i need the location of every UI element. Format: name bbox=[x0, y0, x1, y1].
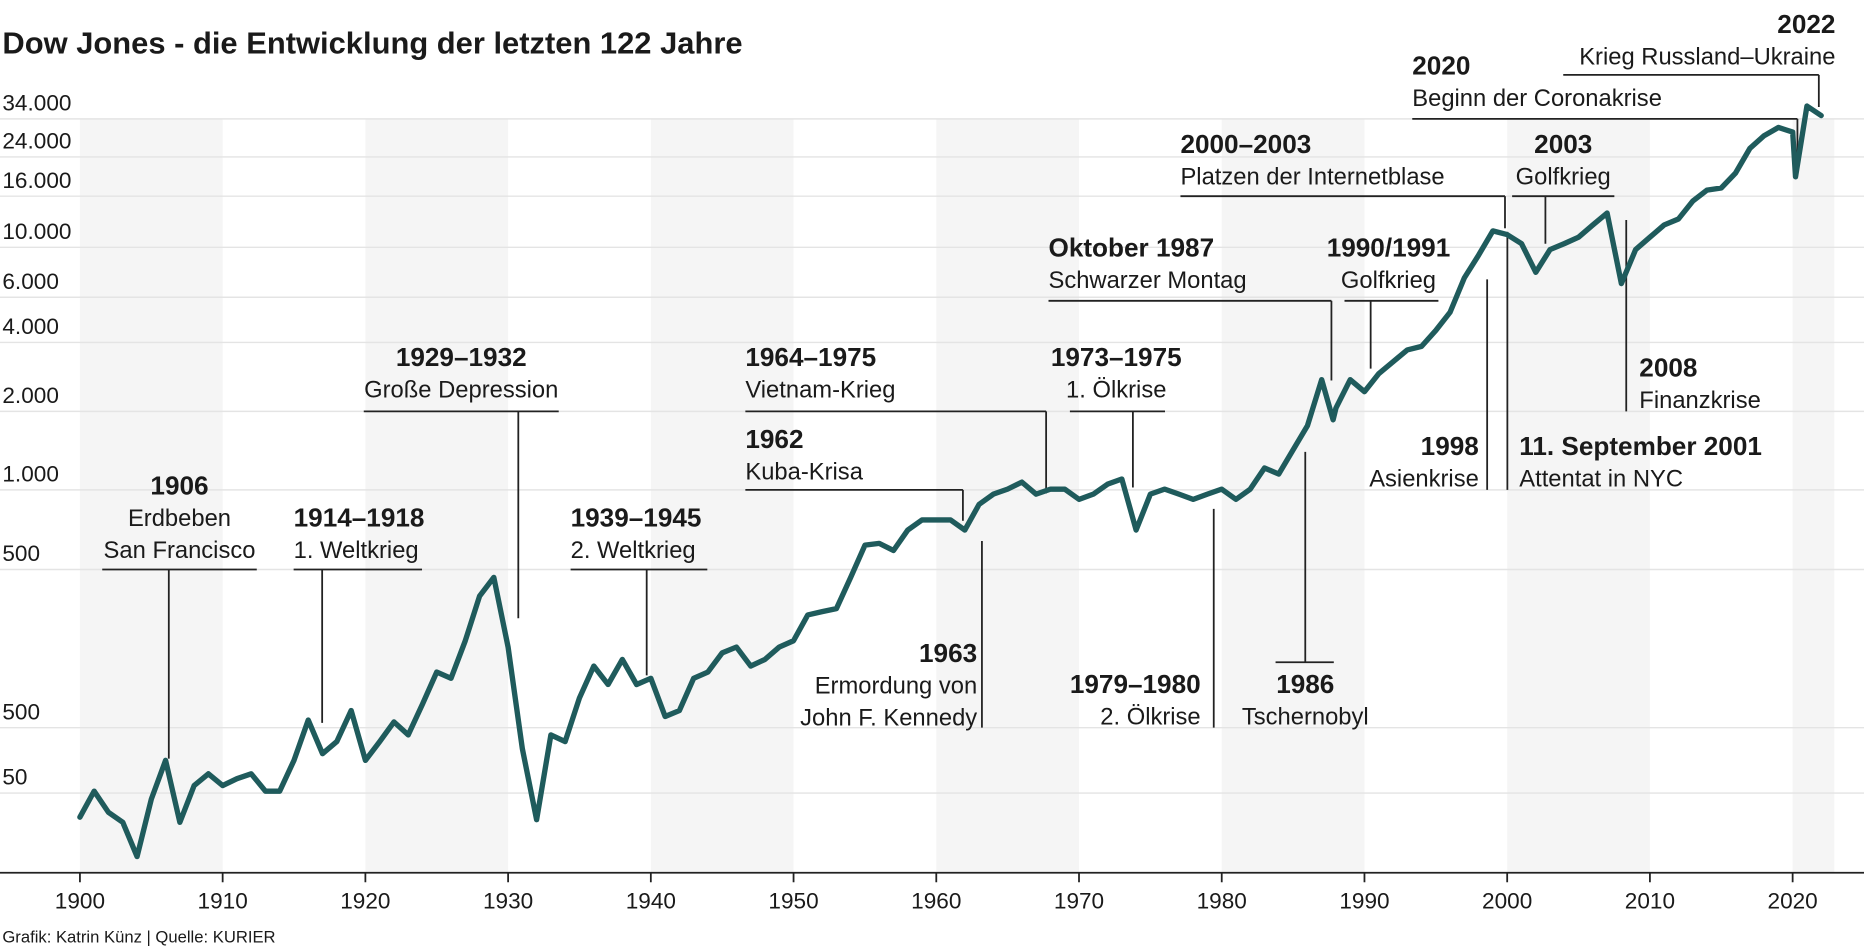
annotation-text: Asienkrise bbox=[1369, 466, 1479, 493]
y-tick-label: 34.000 bbox=[2, 91, 71, 116]
y-tick-label: 50 bbox=[2, 765, 27, 790]
x-tick-label: 1910 bbox=[198, 888, 248, 913]
x-tick-label: 1970 bbox=[1054, 888, 1104, 913]
annotation-title: 2020 bbox=[1412, 51, 1470, 81]
source-note: Grafik: Katrin Künz | Quelle: KURIER bbox=[2, 927, 275, 946]
annotation-title: 1986 bbox=[1276, 669, 1334, 699]
annotation-text: Platzen der Internetblase bbox=[1180, 164, 1444, 191]
annotation-text: Golfkrieg bbox=[1516, 164, 1611, 191]
x-tick-label: 1950 bbox=[768, 888, 818, 913]
annotation-title: 1939–1945 bbox=[571, 502, 702, 532]
x-tick-label: 1920 bbox=[340, 888, 390, 913]
annotation-text: Finanzkrise bbox=[1639, 387, 1761, 414]
annotation-title: 1964–1975 bbox=[745, 342, 876, 372]
decade-band bbox=[650, 118, 794, 873]
annotation-text: San Francisco bbox=[104, 537, 256, 564]
annotation-text: John F. Kennedy bbox=[800, 705, 977, 732]
x-tick-label: 2010 bbox=[1625, 888, 1675, 913]
x-tick-label: 1900 bbox=[55, 888, 105, 913]
index-line bbox=[77, 103, 1824, 860]
decade-band bbox=[1792, 118, 1835, 873]
chart-title: Dow Jones - die Entwicklung der letzten … bbox=[2, 25, 742, 60]
x-tick-label: 1990 bbox=[1339, 888, 1389, 913]
annotation-text: 2. Ölkrise bbox=[1100, 703, 1200, 730]
annotation-text: Attentat in NYC bbox=[1519, 466, 1683, 493]
annotation-text: 1. Weltkrieg bbox=[294, 537, 419, 564]
y-tick-label: 2.000 bbox=[2, 383, 59, 408]
annotation-title: 1963 bbox=[919, 638, 977, 668]
annotation-title: 1929–1932 bbox=[396, 342, 527, 372]
annotation-text: Beginn der Coronakrise bbox=[1412, 85, 1662, 112]
annotation-title: 1914–1918 bbox=[294, 502, 425, 532]
annotation-title: 1962 bbox=[745, 424, 803, 454]
decade-band bbox=[936, 118, 1080, 873]
decade-band bbox=[79, 118, 223, 873]
annotation-text: 1. Ölkrise bbox=[1066, 376, 1166, 403]
annotation-title: 2022 bbox=[1777, 9, 1835, 39]
y-tick-label: 10.000 bbox=[2, 219, 71, 244]
decade-band bbox=[1221, 118, 1365, 873]
x-tick-label: 1940 bbox=[626, 888, 676, 913]
decade-band bbox=[365, 118, 509, 873]
annotation-text: Ermordung von bbox=[815, 673, 977, 700]
x-tick-label: 1960 bbox=[911, 888, 961, 913]
x-tick-label: 2020 bbox=[1768, 888, 1818, 913]
annotation-text: Krieg Russland–Ukraine bbox=[1579, 44, 1835, 71]
annotation-text: Große Depression bbox=[364, 376, 558, 403]
annotation-title: 1998 bbox=[1421, 431, 1479, 461]
decade-band bbox=[1507, 118, 1650, 873]
x-tick-label: 1930 bbox=[483, 888, 533, 913]
annotation-title: 1906 bbox=[150, 470, 208, 500]
annotation-title: 11. September 2001 bbox=[1519, 431, 1762, 461]
annotation-text: Kuba-Krisa bbox=[745, 458, 863, 485]
annotation-title: Oktober 1987 bbox=[1049, 233, 1215, 263]
annotation-title: 2003 bbox=[1534, 129, 1592, 159]
annotation-title: 1990/1991 bbox=[1327, 233, 1451, 263]
annotation-title: 1973–1975 bbox=[1051, 342, 1182, 372]
y-tick-label: 24.000 bbox=[2, 129, 71, 154]
annotation-text: Golfkrieg bbox=[1341, 267, 1436, 294]
annotation-title: 2000–2003 bbox=[1180, 129, 1311, 159]
annotation-text: Erdbeben bbox=[128, 505, 231, 532]
annotation-text: 2. Weltkrieg bbox=[571, 537, 696, 564]
x-tick-label: 1980 bbox=[1197, 888, 1247, 913]
annotation-text: Tschernobyl bbox=[1242, 703, 1369, 730]
annotation-title: 1979–1980 bbox=[1070, 669, 1201, 699]
y-tick-label: 6.000 bbox=[2, 269, 59, 294]
y-tick-label: 500 bbox=[2, 541, 40, 566]
annotation-text: Vietnam-Krieg bbox=[745, 376, 895, 403]
annotation-text: Schwarzer Montag bbox=[1049, 267, 1247, 294]
y-tick-label: 1.000 bbox=[2, 462, 59, 487]
y-tick-label: 500 bbox=[2, 699, 40, 724]
annotation-title: 2008 bbox=[1639, 353, 1697, 383]
x-tick-label: 2000 bbox=[1482, 888, 1532, 913]
y-tick-label: 4.000 bbox=[2, 314, 59, 339]
y-tick-label: 16.000 bbox=[2, 168, 71, 193]
